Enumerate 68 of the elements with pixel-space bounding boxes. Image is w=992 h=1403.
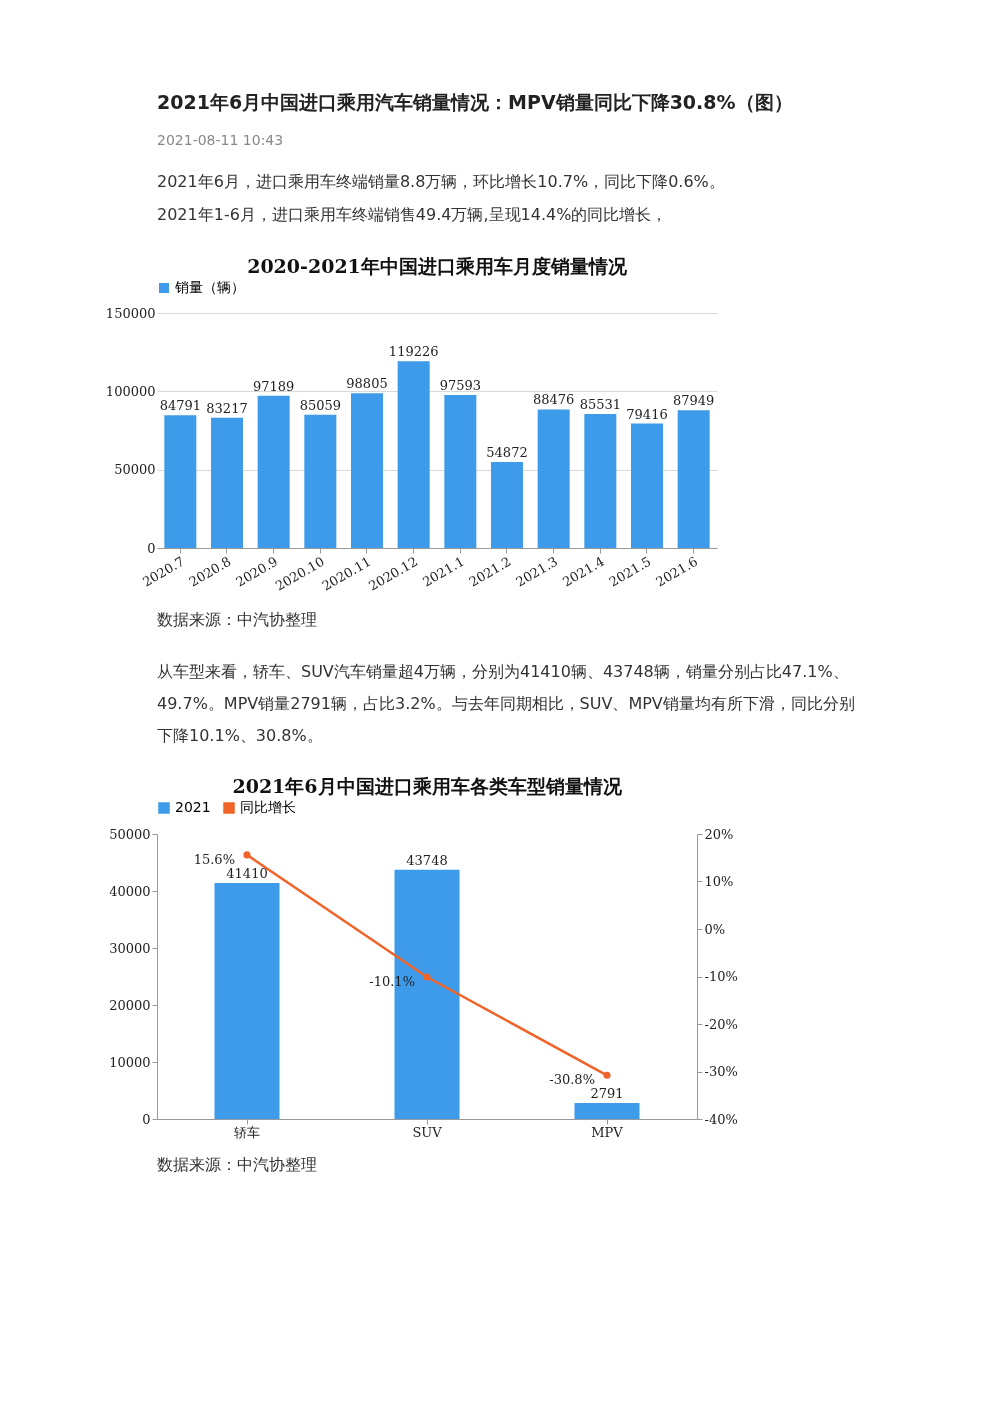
chart-title: 2020-2021年中国进口乘用车月度销量情况 [247,255,628,277]
bar [491,462,523,548]
text: 从车型来看，轿车、SUV汽车销量超4万辆，分别为41410辆、43748辆，销量分别占比47.1%、 [157,662,849,681]
y2-tick-label: -20% [704,1016,738,1032]
y-tick-label: 50000 [114,462,156,478]
y-tick-label: 50000 [109,826,151,842]
point [243,851,251,859]
y-tick-label: 30000 [109,940,151,956]
data-label: 83217 [206,400,248,416]
text: 2021年6月中国进口乘用汽车销量情况：MPV销量同比下降30.8%（图） [157,91,793,113]
data-label: 84791 [159,398,202,414]
data-label: 97593 [439,378,482,394]
data-label: 98805 [346,376,388,392]
y2-tick-label: -30% [704,1064,738,1079]
legend-label: 销量（辆） [174,279,245,295]
bar [444,395,477,548]
bar [164,415,197,548]
data-label: 85531 [579,397,622,412]
text: 下降10.1%、30.8%。 [157,726,323,745]
bar [211,417,243,548]
text: 49.7%。MPV销量2791辆，占比3.2%。与去年同期相比，SUV、MPV销量均有所下滑，同比分别 [157,694,855,713]
x-tick-label: SUV [412,1124,443,1140]
y-tick-label: 0 [142,1111,151,1127]
x-tick-label: MPV [591,1124,624,1140]
bar [257,395,290,548]
y2-tick-label: 20% [704,826,734,842]
bar [397,361,430,548]
bar [574,1103,640,1119]
source-note: 数据来源：中汽协整理 [157,1155,317,1174]
y-tick-label: 10000 [109,1054,151,1070]
y-tick-label: 0 [147,540,156,556]
data-label: 41410 [226,865,268,881]
text: 2021年1-6月，进口乘用车终端销售49.4万辆,呈现14.4%的同比增长， [157,205,668,224]
data-label: 2791 [590,1086,624,1102]
text: 2021-08-11 10:43 [157,132,284,148]
data-label: 54872 [486,445,528,461]
y-tick-label: 150000 [105,305,156,321]
data-label: 119226 [388,344,439,360]
y-tick-label: 20000 [109,997,151,1013]
legend-label: 同比增长 [240,799,296,815]
y2-tick-label: 10% [704,874,734,889]
point [603,1071,611,1079]
point [423,973,431,981]
bar [584,414,617,548]
bar [214,882,280,1119]
chart-title: 2021年6月中国进口乘用车各类车型销量情况 [232,775,623,797]
data-label: 79416 [626,406,668,422]
y2-tick-label: -10% [704,969,738,984]
y2-tick-label: -40% [704,1111,738,1127]
y-tick-label: 40000 [109,883,151,899]
text: 2021年6月，进口乘用车终端销量8.8万辆，环比增长10.7%，同比下降0.6%。 [157,172,725,191]
legend-label: 2021 [175,799,211,815]
bar [304,414,337,548]
bar [631,423,663,548]
data-label: 85059 [299,397,342,413]
data-label: 97189 [252,378,295,394]
data-label: -30.8% [549,1072,595,1088]
bar [351,393,383,548]
x-tick-label: 轿车 [234,1124,260,1140]
y-tick-label: 100000 [105,383,156,399]
data-label: 43748 [406,852,448,868]
source-note: 数据来源：中汽协整理 [157,610,317,629]
bar [537,409,570,548]
data-label: 15.6% [193,851,235,867]
data-label: 87949 [672,393,715,409]
y2-tick-label: 0% [704,921,726,937]
bar [677,410,710,548]
data-label: 88476 [532,392,575,408]
